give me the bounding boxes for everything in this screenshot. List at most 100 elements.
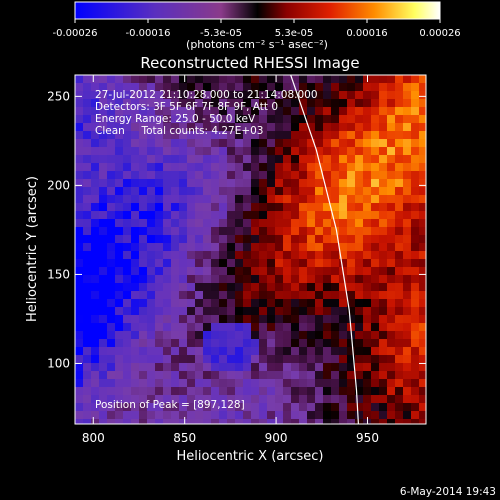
heatmap-cell (83, 179, 91, 187)
heatmap-cell (331, 387, 339, 395)
heatmap-cell (259, 347, 267, 355)
heatmap-cell (115, 387, 123, 395)
heatmap-cell (91, 235, 99, 243)
heatmap-cell (275, 403, 283, 411)
heatmap-cell (299, 123, 307, 131)
heatmap-cell (371, 171, 379, 179)
heatmap-cell (379, 107, 387, 115)
heatmap-cell (155, 235, 163, 243)
heatmap-cell (107, 299, 115, 307)
heatmap-cell (251, 171, 259, 179)
heatmap-cell (139, 91, 147, 99)
heatmap-cell (275, 139, 283, 147)
heatmap-cell (403, 211, 411, 219)
heatmap-cell (403, 299, 411, 307)
heatmap-cell (371, 203, 379, 211)
heatmap-cell (139, 259, 147, 267)
heatmap-cell (259, 363, 267, 371)
heatmap-cell (331, 115, 339, 123)
heatmap-cell (195, 259, 203, 267)
heatmap-cell (355, 363, 363, 371)
solar-limb-line (290, 75, 359, 424)
heatmap-cell (355, 299, 363, 307)
heatmap-cell (155, 411, 163, 419)
heatmap-cell (147, 203, 155, 211)
heatmap-cell (123, 163, 131, 171)
heatmap-cell (251, 331, 259, 339)
heatmap-cell (139, 403, 147, 411)
heatmap-cell (75, 187, 83, 195)
heatmap-cell (267, 267, 275, 275)
heatmap-cell (419, 387, 426, 395)
heatmap-cell (115, 123, 123, 131)
heatmap-cell (299, 379, 307, 387)
heatmap-cell (403, 411, 411, 419)
heatmap-cell (339, 315, 347, 323)
heatmap-cell (379, 219, 387, 227)
heatmap-cell (339, 123, 347, 131)
heatmap-cell (355, 259, 363, 267)
heatmap-cell (363, 187, 371, 195)
heatmap-cell (107, 243, 115, 251)
heatmap-cell (411, 75, 419, 83)
heatmap-cell (227, 283, 235, 291)
heatmap-cell (291, 211, 299, 219)
heatmap-cell (267, 395, 275, 403)
heatmap-cell (395, 131, 403, 139)
heatmap-cell (331, 339, 339, 347)
heatmap-cell (91, 211, 99, 219)
heatmap-cell (339, 75, 347, 83)
heatmap-cell (411, 331, 419, 339)
heatmap-cell (395, 75, 403, 83)
heatmap-cell (251, 235, 259, 243)
heatmap-cell (395, 323, 403, 331)
heatmap-cell (235, 235, 243, 243)
heatmap-cell (235, 163, 243, 171)
heatmap-cell (163, 147, 171, 155)
heatmap-cell (187, 243, 195, 251)
heatmap-cell (371, 123, 379, 131)
heatmap-cell (83, 291, 91, 299)
heatmap-cell (163, 235, 171, 243)
heatmap-cell (267, 339, 275, 347)
heatmap-cell (163, 203, 171, 211)
heatmap-cell (99, 251, 107, 259)
heatmap-cell (91, 291, 99, 299)
heatmap-cell (387, 259, 395, 267)
heatmap-cell (355, 331, 363, 339)
heatmap-cell (83, 187, 91, 195)
heatmap-cell (91, 275, 99, 283)
heatmap-cell (251, 387, 259, 395)
heatmap-cell (75, 163, 83, 171)
heatmap-cell (339, 379, 347, 387)
heatmap-cell (235, 395, 243, 403)
heatmap-cell (107, 123, 115, 131)
heatmap-cell (307, 171, 315, 179)
heatmap-cell (91, 83, 99, 91)
heatmap-cell (251, 99, 259, 107)
heatmap-cell (219, 75, 227, 83)
heatmap-cell (339, 179, 347, 187)
heatmap-cell (115, 115, 123, 123)
heatmap-cell (347, 275, 355, 283)
heatmap-cell (387, 139, 395, 147)
heatmap-cell (155, 267, 163, 275)
heatmap-cell (275, 179, 283, 187)
heatmap-cell (251, 347, 259, 355)
heatmap-cell (211, 291, 219, 299)
heatmap-cell (75, 195, 83, 203)
heatmap-cell (123, 355, 131, 363)
heatmap-cell (219, 99, 227, 107)
heatmap-cell (187, 179, 195, 187)
heatmap-cell (83, 403, 91, 411)
heatmap-cell (115, 323, 123, 331)
heatmap-cell (235, 259, 243, 267)
heatmap-cell (323, 259, 331, 267)
heatmap-cell (363, 411, 371, 419)
heatmap-cell (347, 211, 355, 219)
colorbar-tick-label: 5.3e-05 (275, 28, 313, 39)
heatmap-cell (139, 211, 147, 219)
heatmap-cell (203, 131, 211, 139)
heatmap-cell (355, 347, 363, 355)
heatmap-cell (243, 259, 251, 267)
